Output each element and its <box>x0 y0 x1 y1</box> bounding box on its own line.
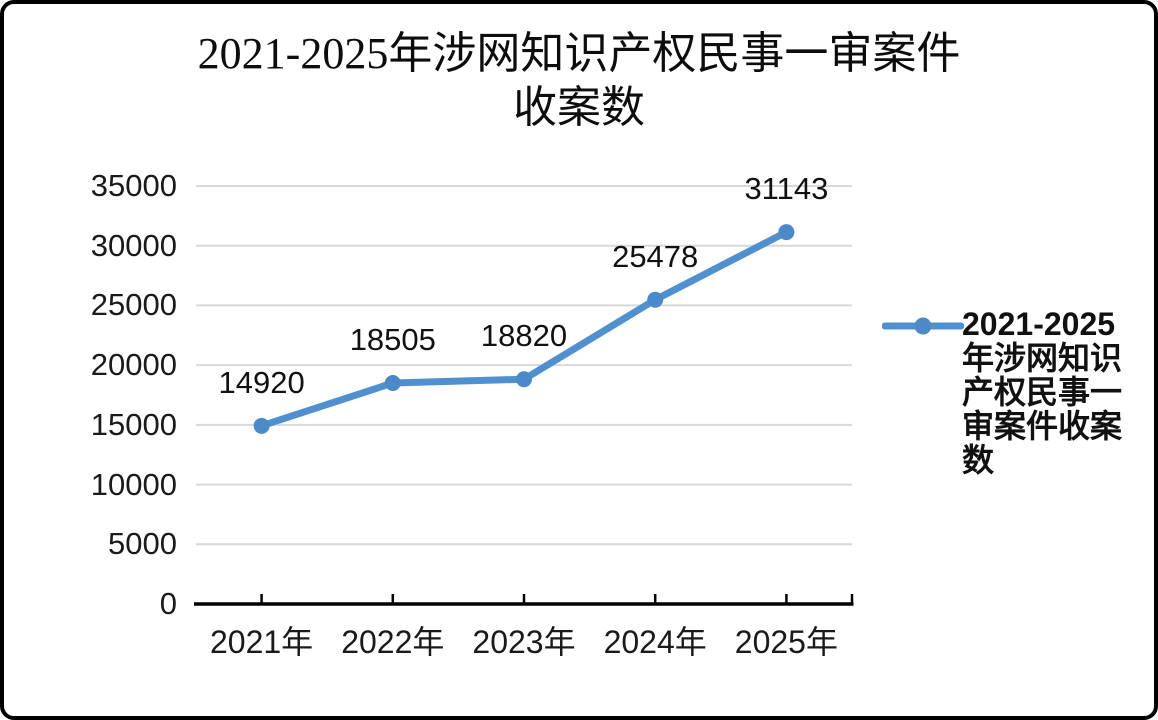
legend-marker-dot <box>914 317 932 335</box>
y-tick-label: 15000 <box>90 406 177 442</box>
y-tick-label: 5000 <box>108 526 177 562</box>
data-label: 31143 <box>744 171 829 207</box>
y-tick-label: 25000 <box>90 287 177 323</box>
x-tick-label: 2022年 <box>341 624 445 660</box>
legend-entry-label: 2021-2025年涉网知识产权民事一审案件收案数 <box>962 306 1123 478</box>
data-point-marker <box>778 224 795 241</box>
data-label: 18820 <box>480 318 568 354</box>
x-tick-label: 2024年 <box>603 624 707 660</box>
chart-title-line-1: 2021-2025年涉网知识产权民事一审案件 <box>197 29 961 78</box>
data-label: 14920 <box>218 364 305 400</box>
data-point-marker <box>253 417 270 434</box>
data-label: 18505 <box>349 321 436 357</box>
y-tick-label: 35000 <box>90 168 177 203</box>
y-tick-label: 0 <box>159 586 177 621</box>
chart-title: 2021-2025年涉网知识产权民事一审案件 收案数 <box>4 27 1154 135</box>
y-tick-label: 10000 <box>90 466 177 502</box>
data-label: 25478 <box>612 238 699 274</box>
x-tick-label: 2025年 <box>734 624 838 660</box>
data-point-marker <box>516 371 532 388</box>
x-tick-label: 2023年 <box>472 624 576 660</box>
data-point-marker <box>647 291 664 308</box>
data-point-marker <box>384 374 401 391</box>
chart-title-line-2: 收案数 <box>513 83 645 132</box>
line-chart-plot <box>194 185 854 606</box>
y-tick-label: 30000 <box>90 227 177 263</box>
y-tick-label: 20000 <box>90 347 177 383</box>
legend-series-marker <box>882 317 964 335</box>
x-tick-label: 2021年 <box>209 624 314 660</box>
